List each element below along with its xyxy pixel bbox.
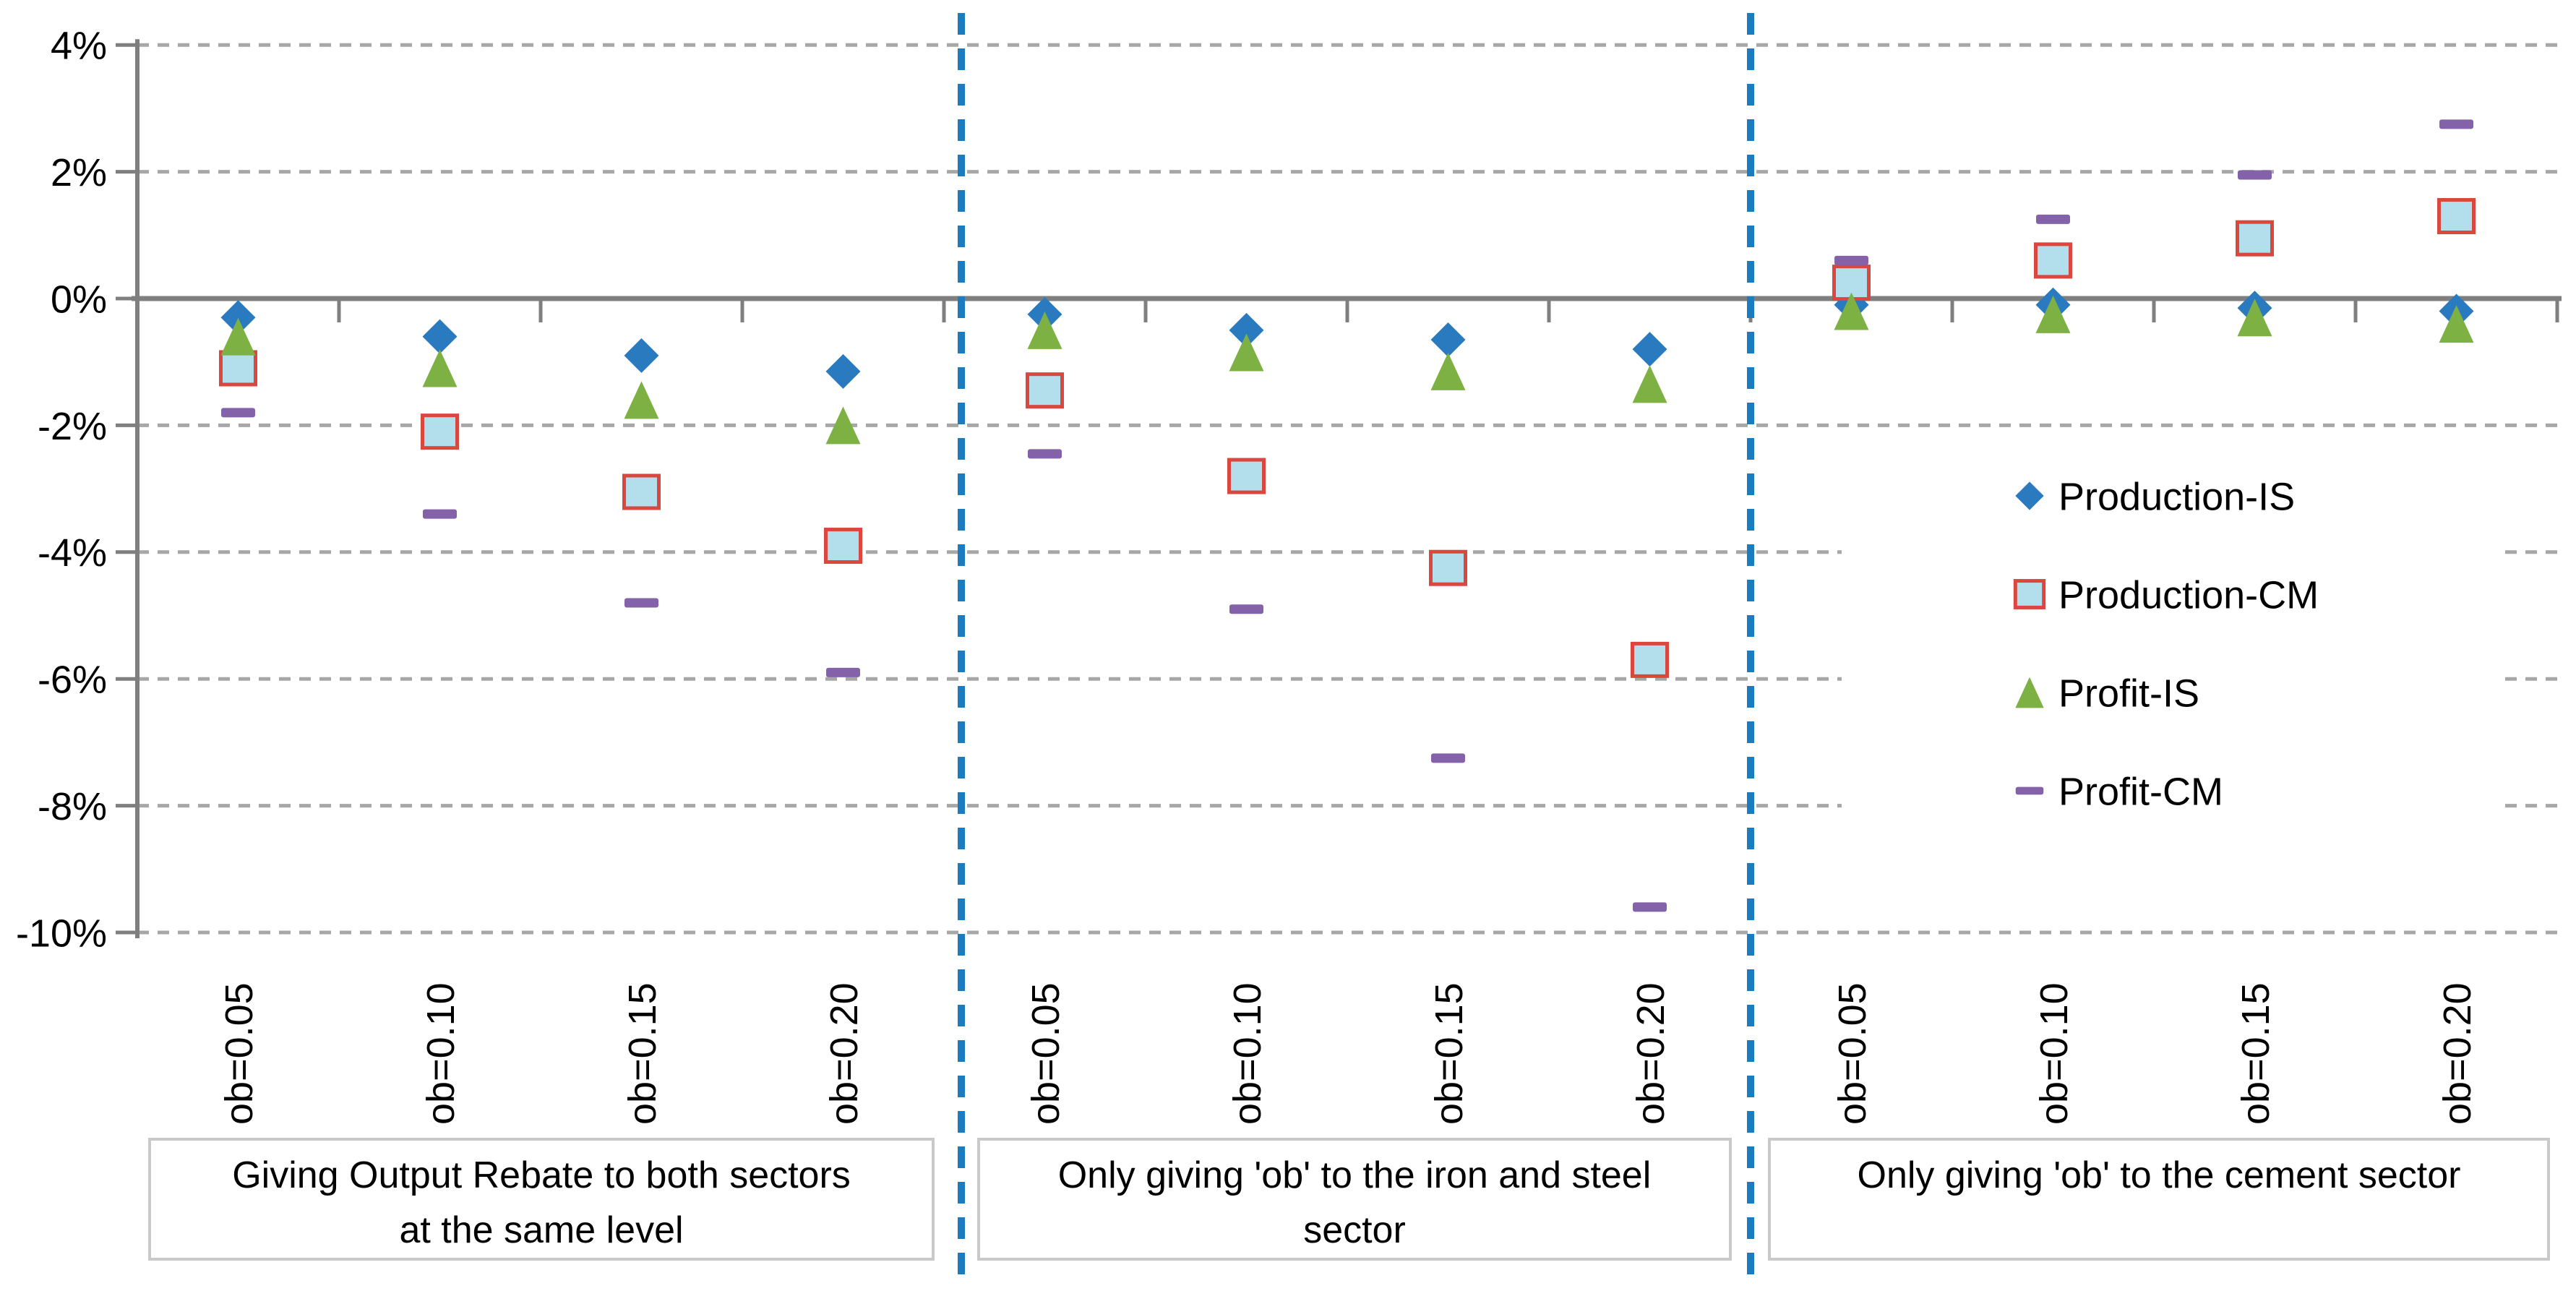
marker-profit-is: [1027, 311, 1062, 349]
marker-production-cm: [1631, 641, 1669, 678]
marker-production-cm: [2437, 197, 2476, 234]
marker-profit-cm: [2439, 119, 2473, 129]
legend-background: [1842, 438, 2502, 850]
legend-label-production-cm: Production-CM: [2058, 573, 2319, 617]
marker-profit-cm: [1834, 255, 1868, 265]
marker-profit-is: [2439, 305, 2474, 343]
marker-production-is: [1430, 322, 1466, 358]
x-category-label: ob=0.20: [2436, 982, 2479, 1125]
marker-production-cm: [219, 350, 257, 387]
marker-production-cm: [1026, 372, 1064, 409]
marker-profit-is: [2035, 295, 2071, 333]
marker-production-cm: [2034, 242, 2072, 279]
marker-profit-cm: [1028, 449, 1062, 459]
x-category-label: ob=0.20: [1629, 982, 1673, 1125]
y-axis-tick-label: 4%: [51, 25, 107, 68]
x-category-label: ob=0.05: [218, 982, 261, 1125]
marker-profit-cm: [826, 667, 860, 677]
group-label-line: at the same level: [399, 1209, 684, 1251]
marker-profit-is: [1229, 333, 1264, 372]
legend-label-profit-is: Profit-IS: [2058, 672, 2199, 715]
marker-production-is: [624, 338, 659, 373]
marker-profit-cm: [2238, 170, 2272, 180]
marker-production-is: [825, 353, 861, 389]
legend-diamond-icon: [2015, 481, 2044, 510]
group-label-box-both-sectors: Giving Output Rebate to both sectors at …: [148, 1138, 935, 1261]
marker-production-is: [1632, 332, 1667, 367]
x-category-label: ob=0.05: [1831, 982, 1874, 1125]
legend-dash-icon: [2015, 786, 2044, 795]
marker-profit-is: [1834, 292, 1869, 330]
marker-profit-is: [1430, 352, 1466, 390]
y-axis-tick-label: -10%: [16, 912, 107, 955]
marker-profit-cm: [2036, 214, 2070, 224]
x-category-label: ob=0.15: [621, 982, 664, 1125]
y-axis-tick-label: -8%: [38, 785, 107, 828]
x-category-label: ob=0.20: [823, 982, 866, 1125]
marker-production-is: [1229, 312, 1264, 348]
x-category-label: ob=0.10: [2032, 982, 2076, 1125]
marker-profit-cm: [1431, 753, 1465, 763]
x-category-label: ob=0.15: [1427, 982, 1471, 1125]
y-axis-tick-label: -4%: [38, 531, 107, 575]
marker-production-cm: [2236, 220, 2274, 257]
x-category-label: ob=0.15: [2234, 982, 2277, 1125]
marker-profit-is: [422, 349, 458, 387]
marker-production-cm: [824, 528, 862, 565]
marker-production-cm: [421, 413, 459, 450]
marker-profit-is: [220, 317, 256, 356]
legend-label-profit-cm: Profit-CM: [2058, 770, 2223, 813]
marker-profit-cm: [624, 598, 658, 608]
marker-profit-cm: [1229, 604, 1263, 614]
group-label-box-iron-steel: Only giving 'ob' to the iron and steel s…: [977, 1138, 1732, 1261]
group-label-line: Giving Output Rebate to both sectors: [232, 1154, 851, 1196]
marker-profit-cm: [1633, 902, 1667, 912]
x-category-label: ob=0.10: [1226, 982, 1269, 1125]
legend-square-icon: [2013, 579, 2046, 609]
y-axis-tick-label: 2%: [51, 151, 107, 194]
marker-profit-is: [2237, 299, 2272, 337]
marker-production-cm: [1429, 549, 1467, 586]
marker-profit-cm: [221, 408, 255, 418]
y-axis-tick-label: -2%: [38, 405, 107, 448]
marker-profit-cm: [423, 509, 457, 519]
group-label-line: Only giving 'ob' to the iron and steel: [1057, 1154, 1652, 1196]
marker-profit-is: [825, 406, 861, 445]
x-category-label: ob=0.05: [1024, 982, 1068, 1125]
group-label-line: Only giving 'ob' to the cement sector: [1857, 1154, 2461, 1196]
x-category-label: ob=0.10: [419, 982, 463, 1125]
legend-label-production-is: Production-IS: [2058, 475, 2295, 518]
marker-production-is: [220, 300, 256, 335]
group-label-box-cement: Only giving 'ob' to the cement sector: [1768, 1138, 2550, 1261]
group-label-line: sector: [1303, 1209, 1406, 1251]
y-axis-tick-label: -6%: [38, 659, 107, 702]
marker-production-cm: [622, 473, 661, 510]
marker-profit-is: [624, 381, 659, 419]
marker-production-cm: [1227, 458, 1266, 494]
marker-production-is: [422, 319, 458, 354]
legend-triangle-icon: [2015, 677, 2044, 708]
marker-profit-is: [1632, 365, 1667, 403]
y-axis-tick-label: 0%: [51, 278, 107, 321]
